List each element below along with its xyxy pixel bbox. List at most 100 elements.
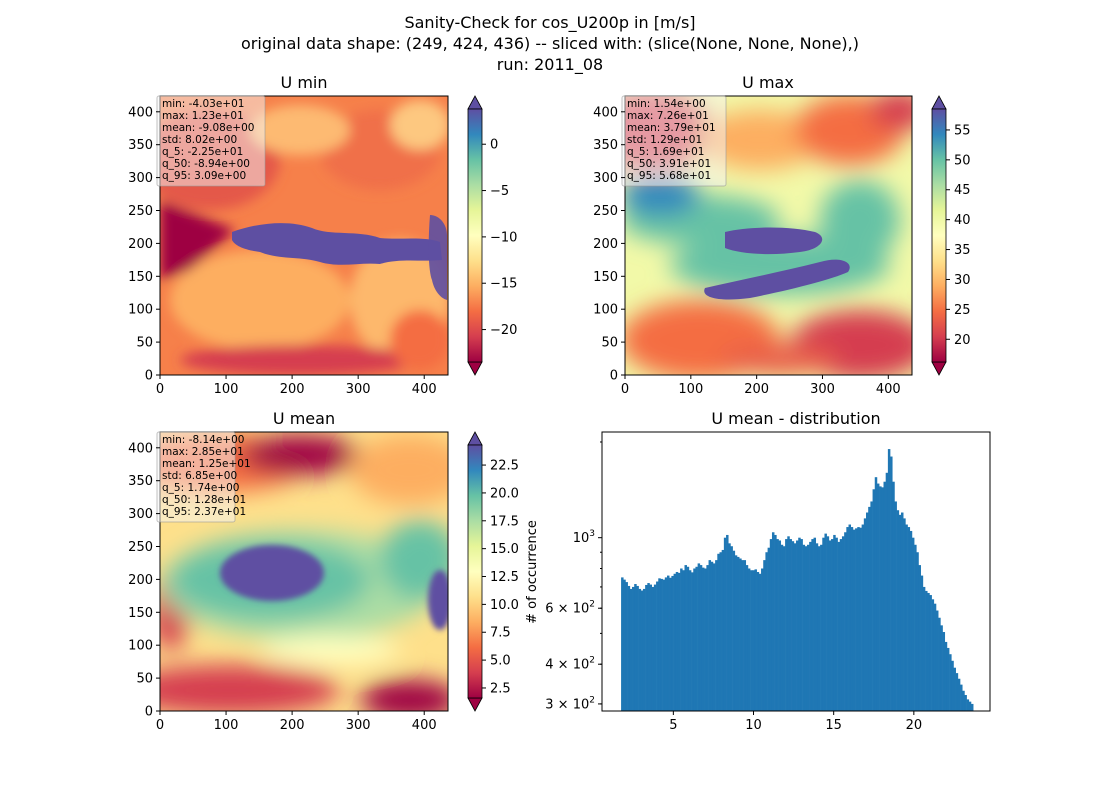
histogram-bar	[642, 588, 646, 711]
histogram-bar	[684, 565, 687, 711]
x-tick-label: 200	[280, 718, 305, 733]
y-tick-label: 150	[128, 270, 153, 285]
colorbar-tick-label: 17.5	[490, 514, 519, 529]
histogram-bar	[765, 552, 768, 711]
histogram-axes: 5 10 15 20 103 6 × 102 4 × 102 3 × 102	[545, 441, 922, 733]
stats-line: std: 1.29e+01	[627, 134, 702, 146]
histogram-bars	[621, 449, 974, 711]
histogram-bar	[927, 592, 930, 711]
axes-u-max: 0 100 200 300 400 0 50 100 150 200 250 300 350 400	[593, 105, 901, 397]
histogram-bar	[632, 586, 635, 711]
histogram-bar	[774, 534, 777, 711]
histogram-bar	[677, 572, 681, 711]
colorbar-extend-max	[467, 95, 483, 110]
histogram-bar	[787, 536, 790, 711]
histogram-bar	[730, 546, 733, 711]
y-tick-label: 350	[593, 138, 618, 153]
histogram-bar	[898, 514, 902, 711]
histogram-bar	[914, 544, 917, 711]
histogram-bar	[675, 571, 679, 711]
histogram-bar	[699, 565, 703, 711]
stats-line: min: 1.54e+00	[627, 98, 706, 110]
histogram-bar	[673, 573, 677, 711]
histogram-bar	[629, 588, 633, 711]
histogram-bar	[848, 524, 852, 711]
histogram-bar	[645, 584, 648, 711]
histogram-bar	[944, 641, 948, 711]
histogram-bar	[964, 695, 967, 711]
histogram-bar	[752, 570, 755, 711]
histogram-bar	[621, 577, 624, 711]
histogram-bar	[767, 547, 771, 711]
histogram-bar	[734, 555, 738, 711]
histogram-bar	[870, 501, 873, 711]
histogram-bar	[859, 527, 862, 711]
colorbar-extend-max	[467, 431, 483, 446]
colorbar-tick-label: −10	[490, 230, 517, 245]
histogram-bar	[820, 544, 823, 711]
histogram-bar	[806, 544, 810, 711]
colorbar-extend-min	[467, 361, 483, 376]
histogram-bar	[712, 563, 716, 711]
histogram-bar	[736, 556, 740, 711]
stats-line: q_5: -2.25e+01	[162, 146, 243, 158]
histogram-bar	[717, 553, 720, 711]
colorbar-tick-label: 30	[954, 273, 971, 288]
histogram-bar	[955, 673, 959, 711]
y-tick-label: 100	[128, 639, 153, 654]
panel-title-u-min: U min	[281, 73, 328, 92]
panel-u-mean-distribution: U mean - distribution # of occurrence 5 1…	[525, 409, 991, 733]
stats-box-u-min: min: -4.03e+01 max: 1.23e+01 mean: -9.08…	[156, 95, 266, 187]
histogram-bar	[896, 510, 900, 711]
stats-line: min: -4.03e+01	[162, 98, 244, 110]
stats-line: mean: 1.25e+01	[162, 458, 251, 470]
y-tick-label: 250	[593, 204, 618, 219]
y-tick-label: 300	[128, 171, 153, 186]
histogram-bar	[686, 566, 690, 711]
y-tick-label: 103	[573, 529, 595, 546]
y-tick-label: 250	[128, 204, 153, 219]
histogram-bar	[693, 568, 696, 711]
histogram-bar	[701, 567, 705, 711]
stats-line: max: 2.85e+01	[162, 446, 244, 458]
histogram-bar	[780, 544, 784, 711]
x-tick-label: 400	[412, 718, 437, 733]
colorbar-tick-label: 35	[954, 243, 971, 258]
suptitle-line-2: original data shape: (249, 424, 436) -- …	[241, 34, 859, 53]
histogram-bar	[667, 575, 670, 711]
y-tick-label: 150	[593, 270, 618, 285]
histogram-bar	[817, 546, 821, 711]
histogram-bar	[651, 586, 655, 711]
histogram-bar	[879, 486, 882, 711]
histogram-bar	[778, 540, 782, 711]
histogram-bar	[850, 527, 854, 711]
colorbar-tick-label: 7.5	[490, 626, 511, 641]
histogram-bar	[640, 590, 644, 711]
histogram-bar	[789, 539, 792, 711]
histogram-bar	[638, 588, 642, 711]
stats-line: q_95: 5.68e+01	[627, 170, 711, 182]
histogram-bar	[942, 632, 946, 711]
colorbar-tick-label: −5	[490, 184, 509, 199]
hist-ylabel: # of occurrence	[525, 520, 540, 624]
stats-line: q_5: 1.74e+00	[162, 482, 239, 494]
colorbar-extend-min	[467, 697, 483, 712]
histogram-bar	[660, 578, 663, 711]
x-tick-label: 100	[214, 718, 239, 733]
x-tick-label: 100	[214, 382, 239, 397]
histogram-bar	[885, 472, 889, 711]
histogram-bar	[745, 565, 749, 711]
histogram-bar	[876, 483, 880, 711]
histogram-bar	[935, 610, 939, 711]
histogram-bar	[763, 560, 766, 711]
y-tick-label: 400	[593, 105, 618, 120]
colorbar-tick-label: 40	[954, 213, 971, 228]
histogram-bar	[802, 544, 806, 711]
histogram-bar	[691, 572, 694, 711]
histogram-bar	[715, 560, 718, 711]
y-tick-label: 200	[128, 237, 153, 252]
histogram-bar	[960, 684, 963, 711]
histogram-bar	[625, 582, 628, 711]
histogram-bar	[704, 568, 707, 711]
